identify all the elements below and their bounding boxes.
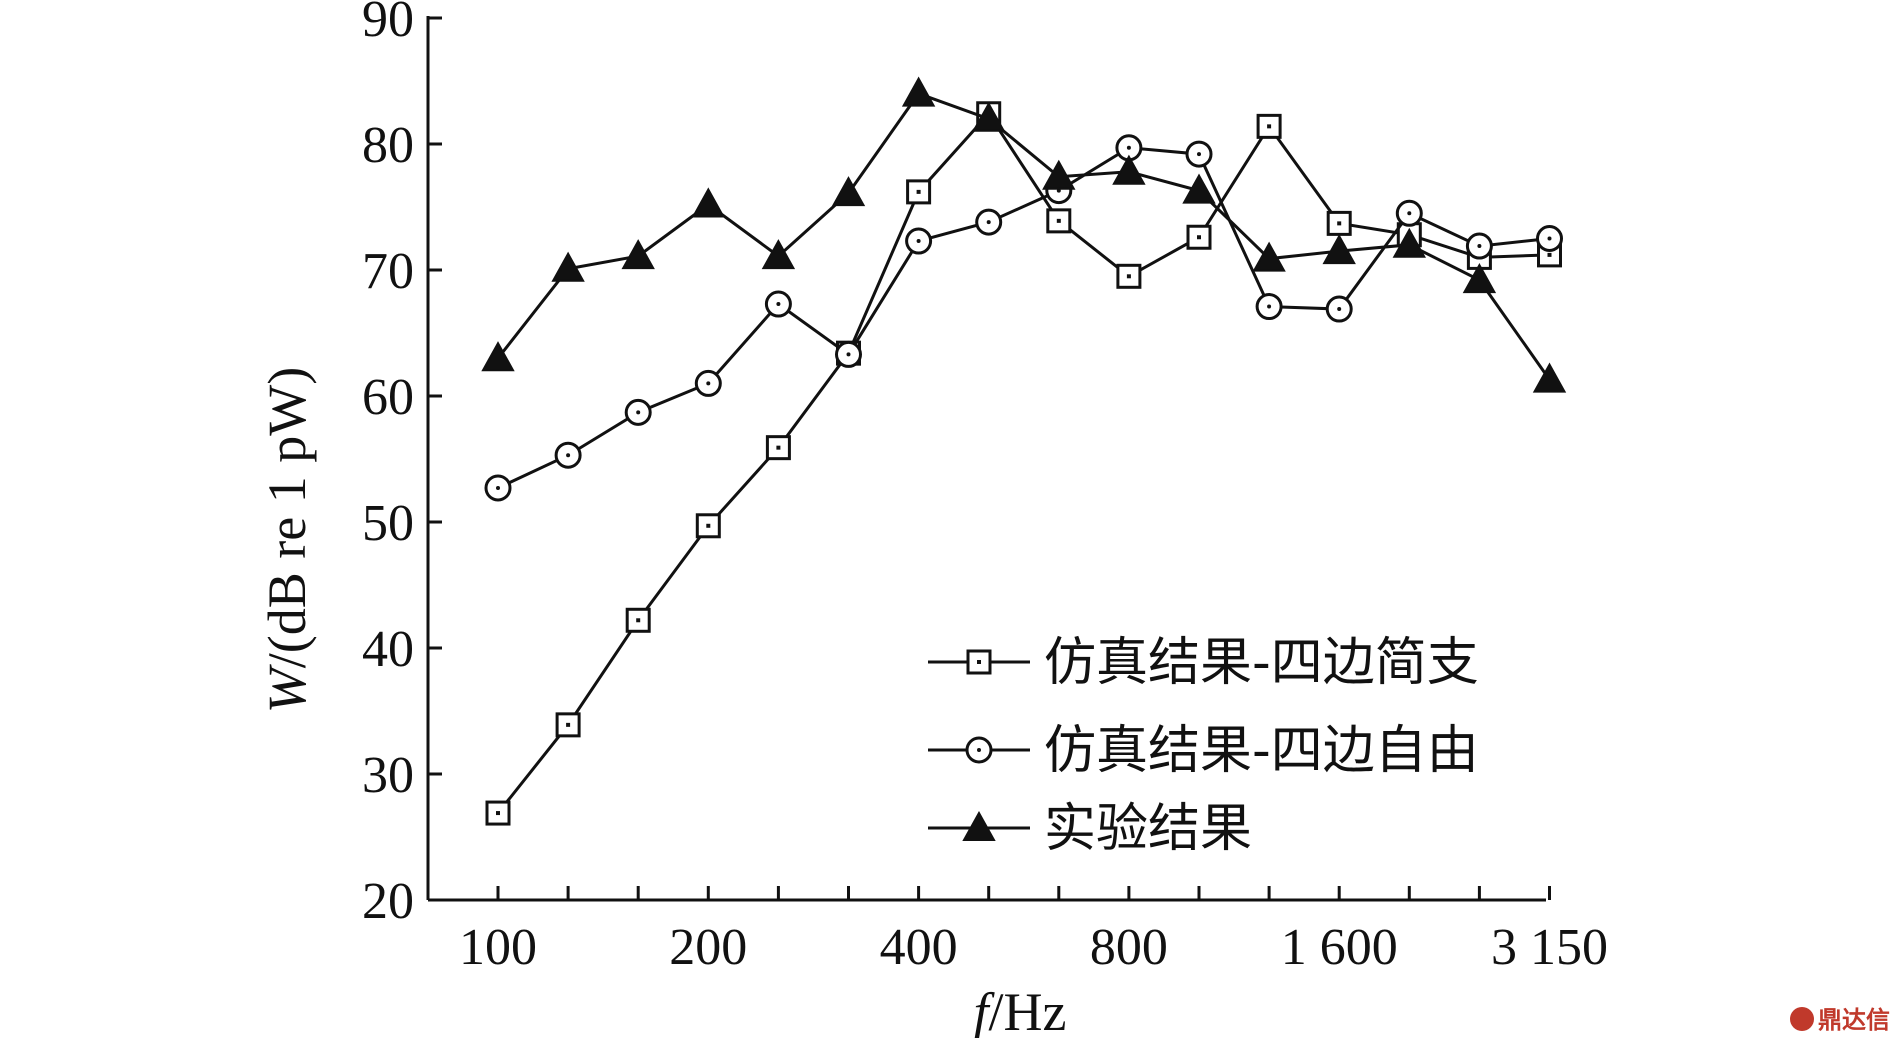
series-layer <box>481 76 1567 826</box>
point-free-edges-2500-dot <box>1477 244 1482 249</box>
point-experiment-400 <box>901 76 936 107</box>
watermark-text: 鼎达信 <box>1818 1006 1890 1034</box>
point-free-edges-250-dot <box>776 302 781 307</box>
x-tick-label-800: 800 <box>1090 919 1168 976</box>
point-experiment-2000 <box>1392 227 1426 258</box>
legend-marker-simply-supported-dot <box>977 660 981 664</box>
y-tick-label-80: 80 <box>362 117 414 174</box>
point-simply-supported-200-dot <box>706 523 711 528</box>
y-tick-label-90: 90 <box>362 0 414 48</box>
x-axis-title-unit: /Hz <box>989 982 1067 1038</box>
point-simply-supported-400-dot <box>916 189 921 194</box>
point-free-edges-200-dot <box>706 381 711 386</box>
point-simply-supported-800-dot <box>1126 274 1131 279</box>
series-free-edges <box>484 134 1563 502</box>
point-free-edges-1000-dot <box>1197 152 1201 157</box>
series-line-experiment <box>496 91 1551 381</box>
point-experiment-800 <box>1112 154 1146 185</box>
watermark-badge-icon <box>1790 1007 1814 1031</box>
y-tick-label-30: 30 <box>362 747 414 804</box>
y-tick-label-70: 70 <box>362 243 414 300</box>
legend-label-free-edges: 仿真结果-四边自由 <box>1044 721 1479 781</box>
y-axis-title-symbol: W <box>257 663 317 713</box>
axes <box>426 16 1551 902</box>
point-experiment-160 <box>621 239 655 270</box>
point-free-edges-400-dot <box>916 239 921 244</box>
point-free-edges-100-dot <box>496 485 500 490</box>
series-line-simply-supported <box>496 111 1550 814</box>
legend-marker-experiment <box>962 810 996 841</box>
x-tick-label-200: 200 <box>669 919 747 976</box>
legend-label-simply-supported: 仿真结果-四边简支 <box>1044 633 1479 693</box>
x-tick-label-400: 400 <box>880 919 958 976</box>
y-tick-label-60: 60 <box>362 369 414 426</box>
point-simply-supported-630-dot <box>1056 218 1061 223</box>
x-tick-label-1600: 1 600 <box>1281 919 1398 976</box>
series-line-free-edges <box>497 146 1550 490</box>
point-experiment-1000 <box>1182 173 1216 204</box>
legend-label-experiment: 实验结果 <box>1044 799 1252 859</box>
point-simply-supported-125-dot <box>566 722 571 727</box>
point-experiment-1250 <box>1252 241 1286 272</box>
series-experiment <box>481 76 1567 393</box>
point-free-edges-3150-dot <box>1547 236 1552 241</box>
y-tick-label-20: 20 <box>362 873 414 930</box>
x-tick-label-3150: 3 150 <box>1491 919 1608 976</box>
point-simply-supported-1250-dot <box>1267 124 1272 129</box>
point-free-edges-800-dot <box>1126 145 1131 150</box>
point-free-edges-315-dot <box>846 352 851 357</box>
point-simply-supported-160-dot <box>636 618 641 623</box>
point-experiment-100 <box>481 341 515 372</box>
point-simply-supported-3150-dot <box>1547 252 1552 257</box>
point-experiment-315 <box>831 176 866 207</box>
point-simply-supported-1000-dot <box>1197 235 1201 240</box>
point-free-edges-160-dot <box>636 410 641 415</box>
point-experiment-2500 <box>1462 263 1497 294</box>
point-experiment-3150 <box>1532 362 1567 393</box>
x-axis-title: f/Hz <box>974 982 1067 1038</box>
x-tick-label-100: 100 <box>459 919 537 976</box>
point-experiment-630 <box>1042 159 1076 190</box>
point-simply-supported-250-dot <box>776 445 781 450</box>
y-tick-labels: 20 30 40 50 60 70 80 90 <box>362 0 414 930</box>
point-experiment-200 <box>691 187 725 218</box>
point-simply-supported-1600-dot <box>1337 221 1342 226</box>
point-experiment-125 <box>551 251 585 282</box>
legend-marker-free-edges-dot <box>977 748 981 752</box>
y-axis-title: W/(dB re 1 pW) <box>257 367 317 713</box>
point-free-edges-125-dot <box>566 453 571 458</box>
y-axis-title-unit: /(dB re 1 pW) <box>257 367 317 668</box>
point-free-edges-1250-dot <box>1267 304 1272 309</box>
y-tick-label-50: 50 <box>362 495 414 552</box>
point-experiment-1600 <box>1322 234 1356 265</box>
point-free-edges-500-dot <box>986 220 991 225</box>
y-tick-label-40: 40 <box>362 621 414 678</box>
point-free-edges-1600-dot <box>1337 307 1342 312</box>
point-free-edges-2000-dot <box>1407 211 1412 216</box>
watermark-logo: 鼎达信 <box>1790 1006 1890 1034</box>
x-tick-labels: 100 200 400 800 1 600 3 150 <box>459 919 1608 976</box>
point-simply-supported-100-dot <box>496 811 500 816</box>
point-experiment-250 <box>761 239 796 270</box>
point-experiment-500 <box>972 101 1006 132</box>
